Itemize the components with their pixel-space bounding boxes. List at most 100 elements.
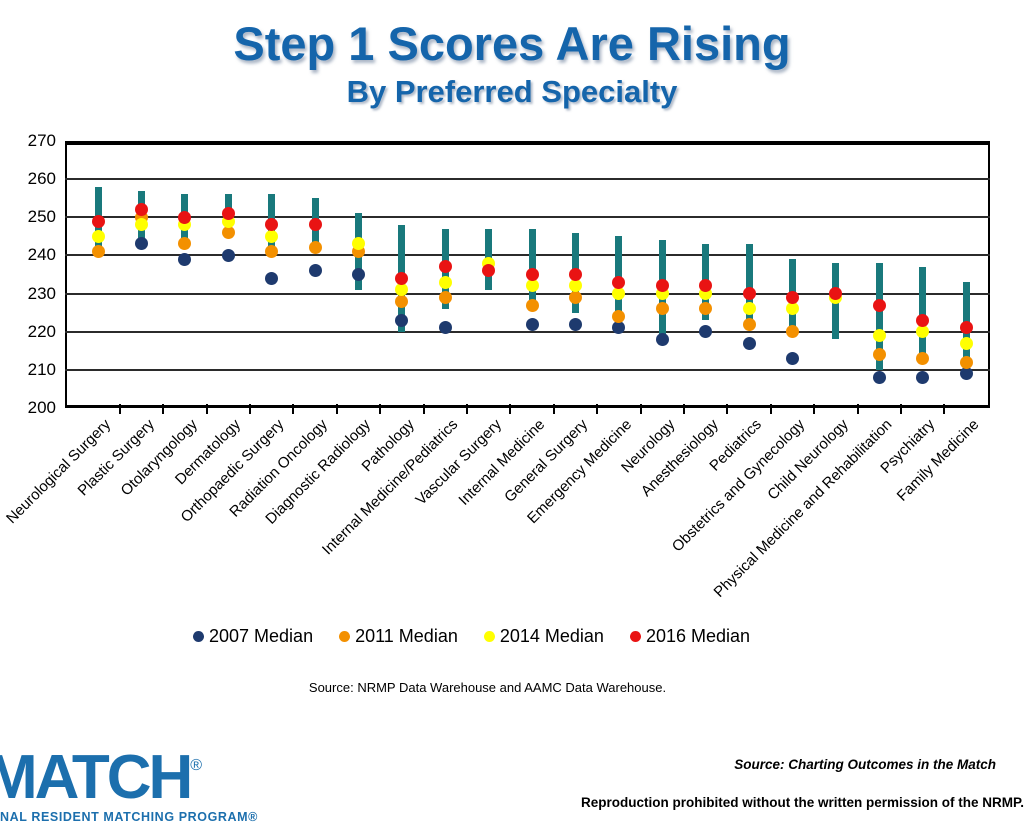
data-point [395, 294, 409, 308]
data-point [655, 332, 669, 346]
legend-dot-2007-icon [193, 631, 204, 642]
data-point [612, 287, 626, 301]
data-point [568, 290, 582, 304]
data-point [308, 241, 322, 255]
data-point [959, 321, 973, 335]
y-axis-tick-label: 230 [27, 283, 56, 303]
data-point [134, 218, 148, 232]
gridline-240 [65, 254, 990, 257]
y-axis-tick-label: 220 [27, 321, 56, 341]
data-point [742, 302, 756, 316]
data-point [438, 260, 452, 274]
data-point [959, 355, 973, 369]
data-point [959, 367, 973, 381]
data-point [742, 317, 756, 331]
data-point [872, 329, 886, 343]
x-axis-tick [813, 404, 816, 414]
data-point [872, 370, 886, 384]
x-axis-tick [205, 404, 208, 414]
data-point [612, 321, 626, 335]
legend-item-2016: 2016 Median [629, 626, 751, 647]
x-axis-tick [899, 404, 902, 414]
data-point [438, 275, 452, 289]
x-axis-tick [639, 404, 642, 414]
data-point [742, 287, 756, 301]
y-axis-tick-label: 240 [27, 245, 56, 265]
range-bar [745, 243, 753, 328]
data-point [699, 302, 713, 316]
data-point [568, 268, 582, 281]
page-subtitle: By Preferred Specialty [346, 74, 678, 109]
data-point [785, 290, 799, 304]
gridline-220 [65, 330, 990, 333]
data-point [178, 252, 192, 266]
x-axis-tick [509, 404, 512, 414]
data-point [91, 245, 105, 259]
data-point [265, 218, 279, 232]
data-point [525, 268, 539, 281]
data-point [438, 290, 452, 304]
legend-dot-2016-icon [629, 631, 641, 642]
chart-legend: 2007 Median 2011 Median 2014 Median 2016… [193, 626, 750, 647]
data-point [525, 317, 539, 331]
x-axis-tick [769, 404, 772, 414]
y-axis-tick-label: 210 [27, 359, 56, 379]
x-axis-label: Otolaryngology [117, 416, 201, 500]
data-point [221, 226, 235, 240]
source-note: Source: NRMP Data Warehouse and AAMC Dat… [308, 680, 667, 695]
data-point [916, 313, 930, 327]
data-point [308, 218, 322, 232]
x-axis-tick [379, 404, 382, 414]
data-point [221, 248, 235, 262]
data-point [395, 283, 409, 297]
data-point [785, 325, 799, 339]
data-point [265, 271, 279, 285]
data-point [395, 313, 409, 327]
gridline-230 [65, 292, 990, 295]
data-point [872, 348, 886, 362]
data-point [482, 264, 496, 278]
x-axis-tick [552, 404, 555, 414]
data-point [221, 206, 235, 220]
data-point [785, 302, 799, 316]
y-axis-tick-label: 250 [27, 207, 56, 227]
match-logo-text: MATCH [0, 743, 193, 812]
data-point [785, 351, 799, 365]
data-point [178, 237, 192, 251]
legend-item-2014: 2014 Median [483, 626, 604, 647]
data-point [612, 309, 626, 323]
data-point [525, 298, 539, 312]
x-axis-tick [465, 404, 468, 414]
x-axis-tick [726, 404, 729, 414]
x-axis-tick [162, 404, 165, 414]
data-point [91, 214, 105, 228]
legend-dot-2011-icon [339, 631, 351, 642]
x-axis-tick [682, 404, 685, 414]
data-point [699, 325, 713, 339]
legend-label-2007: 2007 Median [209, 626, 314, 646]
match-logo-subtitle: NAL RESIDENT MATCHING PROGRAM® [0, 810, 258, 824]
data-point [655, 302, 669, 316]
gridline-260 [65, 178, 990, 181]
legend-item-2007: 2007 Median [193, 626, 313, 647]
data-point [91, 229, 105, 243]
x-axis-label: Family Medicine [893, 416, 983, 505]
data-point [959, 336, 973, 350]
data-point [829, 287, 843, 301]
range-bar [875, 263, 883, 370]
x-axis-tick [596, 404, 599, 414]
x-axis-tick [335, 404, 338, 414]
data-point [916, 370, 930, 384]
legend-label-2016: 2016 Median [645, 626, 751, 646]
data-point [351, 268, 365, 281]
match-logo-registered-mark: ® [190, 757, 203, 774]
data-point [134, 237, 148, 251]
y-axis-tick-label: 270 [27, 131, 56, 150]
data-point [916, 351, 930, 365]
data-point [612, 275, 626, 289]
legend-item-2011: 2011 Median [339, 626, 458, 647]
y-axis-tick-label: 200 [27, 398, 56, 417]
x-axis-tick [248, 404, 251, 414]
data-point [742, 336, 756, 350]
page-title: Step 1 Scores Are Rising [233, 17, 791, 70]
